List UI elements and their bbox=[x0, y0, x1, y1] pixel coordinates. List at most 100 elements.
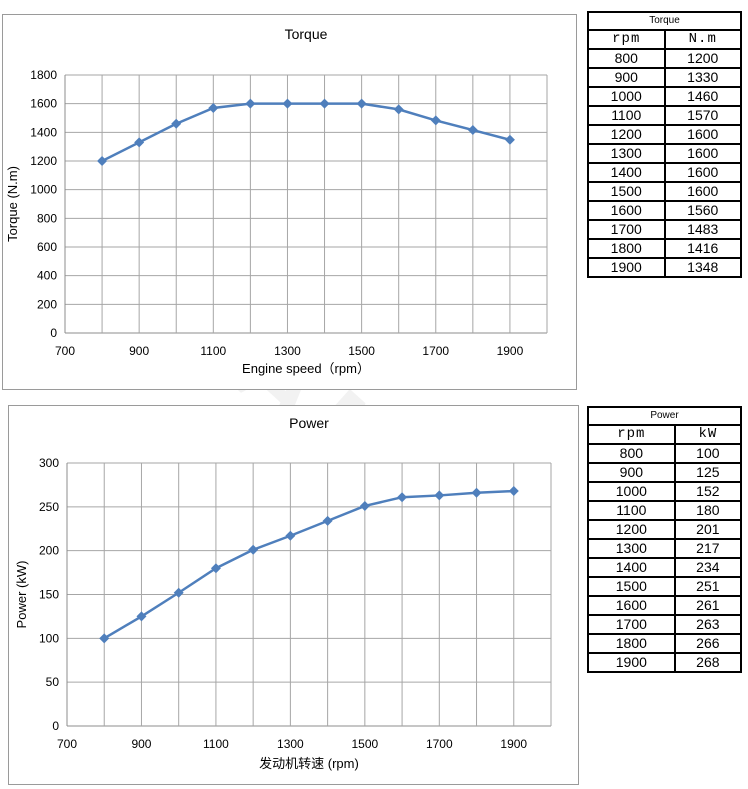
power-table-cell: 201 bbox=[673, 519, 743, 540]
y-tick-label: 0 bbox=[50, 326, 57, 340]
y-tick-label: 150 bbox=[39, 588, 59, 602]
y-axis-label: Torque (N.m) bbox=[5, 166, 20, 242]
torque-table-cell: 1200 bbox=[663, 48, 742, 69]
x-axis-label: Engine speed（rpm） bbox=[242, 361, 370, 376]
power-table-cell: 1500 bbox=[587, 576, 676, 597]
y-tick-label: 600 bbox=[37, 240, 57, 254]
power-table-cell: 180 bbox=[673, 500, 743, 521]
torque-table-cell: 1000 bbox=[587, 86, 666, 107]
power-table-row: 1200 201 bbox=[587, 519, 743, 540]
torque-table-cell: 1600 bbox=[663, 143, 742, 164]
power-table-row: 1800 266 bbox=[587, 633, 743, 654]
data-point-marker bbox=[322, 515, 333, 526]
x-tick-label: 1500 bbox=[351, 737, 378, 751]
power-table-row: 1000 152 bbox=[587, 481, 743, 502]
torque-table-row: 900 1330 bbox=[587, 67, 742, 88]
torque-table-cell: 1400 bbox=[587, 162, 666, 183]
data-point-marker bbox=[319, 98, 330, 109]
y-tick-label: 200 bbox=[39, 544, 59, 558]
data-point-marker bbox=[356, 98, 367, 109]
torque-table-cell: 1600 bbox=[663, 124, 742, 145]
power-chart-svg: 0 50 100 150 200 250 300 700 900 1100 1300 1500 1700… bbox=[14, 415, 552, 771]
power-table-row: 1700 263 bbox=[587, 614, 743, 635]
torque-table-row: 1000 1460 bbox=[587, 86, 742, 107]
data-point-marker bbox=[397, 492, 408, 503]
torque-table-row: 1300 1600 bbox=[587, 143, 742, 164]
x-tick-label: 1900 bbox=[500, 737, 527, 751]
torque-table-cell: 1348 bbox=[663, 257, 742, 278]
torque-table-cell: 1560 bbox=[663, 200, 742, 221]
y-tick-label: 1200 bbox=[30, 154, 57, 168]
torque-table-cell: 1200 bbox=[587, 124, 666, 145]
x-tick-label: 1700 bbox=[422, 344, 449, 358]
power-table: Power rpm kW 800 100 900 125 1000 152 1100 180 1… bbox=[587, 406, 743, 673]
data-point-marker bbox=[359, 500, 370, 511]
series-line bbox=[101, 102, 511, 163]
power-chart: 0 50 100 150 200 250 300 700 900 1100 1300 1500 1700… bbox=[8, 405, 579, 785]
data-point-marker bbox=[99, 633, 110, 644]
data-point-marker bbox=[285, 530, 296, 541]
power-table-body: 800 100 900 125 1000 152 1100 180 1200 201 1300 217… bbox=[587, 443, 743, 673]
power-table-cell: 261 bbox=[673, 595, 743, 616]
power-table-cell: 152 bbox=[673, 481, 743, 502]
power-table-cell: 1000 bbox=[587, 481, 676, 502]
torque-table-row: 1500 1600 bbox=[587, 181, 742, 202]
torque-table-cell: 1500 bbox=[587, 181, 666, 202]
power-table-cell: 1100 bbox=[587, 500, 676, 521]
data-point-marker bbox=[208, 102, 219, 113]
data-point-marker bbox=[434, 490, 445, 501]
data-point-marker bbox=[134, 137, 145, 148]
torque-table-cell: 1100 bbox=[587, 105, 666, 126]
data-point-marker bbox=[173, 587, 184, 598]
data-point-marker bbox=[430, 115, 441, 126]
torque-table-cell: 1570 bbox=[663, 105, 742, 126]
power-table-cell: 100 bbox=[673, 443, 743, 464]
y-tick-label: 1600 bbox=[30, 97, 57, 111]
data-point-marker bbox=[245, 98, 256, 109]
y-tick-label: 100 bbox=[39, 631, 59, 645]
torque-table-cell: 1900 bbox=[587, 257, 666, 278]
x-tick-label: 700 bbox=[57, 737, 77, 751]
x-tick-label: 900 bbox=[131, 737, 151, 751]
chart-title: Power bbox=[289, 415, 329, 431]
power-table-cell: 217 bbox=[673, 538, 743, 559]
torque-table-row: 1700 1483 bbox=[587, 219, 742, 240]
power-table-row: 1300 217 bbox=[587, 538, 743, 559]
torque-table-row: 1600 1560 bbox=[587, 200, 742, 221]
y-tick-label: 1800 bbox=[30, 68, 57, 82]
power-table-cell: 125 bbox=[673, 462, 743, 483]
power-table-cell: 266 bbox=[673, 633, 743, 654]
power-table-cell: 1300 bbox=[587, 538, 676, 559]
torque-table-cell: 1600 bbox=[663, 181, 742, 202]
torque-table-col-nm: N.m bbox=[663, 29, 742, 50]
data-point-marker bbox=[504, 134, 515, 145]
torque-table: Torque rpm N.m 800 1200 900 1330 1000 1460 110… bbox=[587, 11, 742, 278]
torque-table-row: 1100 1570 bbox=[587, 105, 742, 126]
power-table-cell: 1400 bbox=[587, 557, 676, 578]
power-table-cell: 800 bbox=[587, 443, 676, 464]
data-point-marker bbox=[393, 104, 404, 115]
data-point-marker bbox=[248, 544, 259, 555]
x-tick-label: 700 bbox=[55, 344, 75, 358]
x-tick-label: 1700 bbox=[426, 737, 453, 751]
torque-table-row: 1900 1348 bbox=[587, 257, 742, 278]
torque-table-cell: 1300 bbox=[587, 143, 666, 164]
data-point-marker bbox=[471, 487, 482, 498]
torque-table-cell: 1600 bbox=[587, 200, 666, 221]
torque-table-cell: 900 bbox=[587, 67, 666, 88]
y-tick-label: 1400 bbox=[30, 125, 57, 139]
torque-table-cell: 1416 bbox=[663, 238, 742, 259]
y-tick-label: 300 bbox=[39, 456, 59, 470]
power-table-title: Power bbox=[587, 406, 742, 426]
x-tick-label: 1500 bbox=[348, 344, 375, 358]
power-table-cell: 268 bbox=[673, 652, 743, 673]
data-point-marker bbox=[467, 125, 478, 136]
power-table-cell: 1900 bbox=[587, 652, 676, 673]
torque-chart: 0 200 400 600 800 1000 1200 1400 1600 1800 700 900 1… bbox=[2, 14, 577, 390]
power-table-row: 1600 261 bbox=[587, 595, 743, 616]
power-table-cell: 1700 bbox=[587, 614, 676, 635]
x-tick-label: 1300 bbox=[274, 344, 301, 358]
power-table-row: 800 100 bbox=[587, 443, 743, 464]
y-tick-label: 0 bbox=[52, 719, 59, 733]
series-line bbox=[103, 489, 514, 640]
